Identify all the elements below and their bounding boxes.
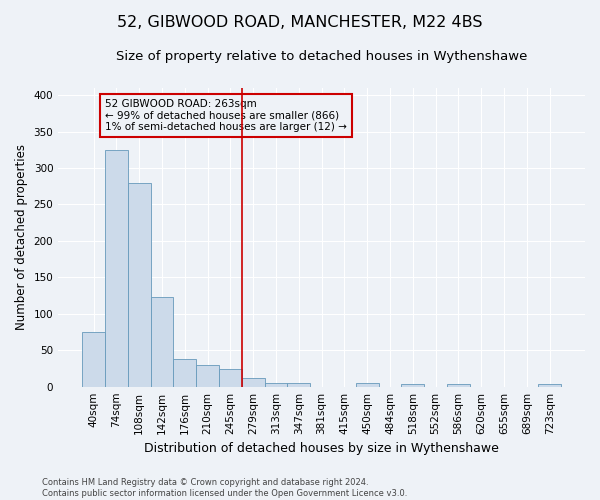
Bar bbox=[173, 359, 196, 386]
Bar bbox=[356, 383, 379, 386]
Bar bbox=[287, 383, 310, 386]
Title: Size of property relative to detached houses in Wythenshawe: Size of property relative to detached ho… bbox=[116, 50, 527, 63]
Bar bbox=[219, 369, 242, 386]
Bar bbox=[82, 332, 105, 386]
Bar bbox=[128, 182, 151, 386]
Bar bbox=[401, 384, 424, 386]
Text: Contains HM Land Registry data © Crown copyright and database right 2024.
Contai: Contains HM Land Registry data © Crown c… bbox=[42, 478, 407, 498]
X-axis label: Distribution of detached houses by size in Wythenshawe: Distribution of detached houses by size … bbox=[144, 442, 499, 455]
Text: 52 GIBWOOD ROAD: 263sqm
← 99% of detached houses are smaller (866)
1% of semi-de: 52 GIBWOOD ROAD: 263sqm ← 99% of detache… bbox=[105, 98, 347, 132]
Bar bbox=[242, 378, 265, 386]
Y-axis label: Number of detached properties: Number of detached properties bbox=[15, 144, 28, 330]
Bar bbox=[196, 365, 219, 386]
Bar bbox=[265, 383, 287, 386]
Text: 52, GIBWOOD ROAD, MANCHESTER, M22 4BS: 52, GIBWOOD ROAD, MANCHESTER, M22 4BS bbox=[117, 15, 483, 30]
Bar bbox=[447, 384, 470, 386]
Bar bbox=[151, 297, 173, 386]
Bar bbox=[105, 150, 128, 386]
Bar bbox=[538, 384, 561, 386]
